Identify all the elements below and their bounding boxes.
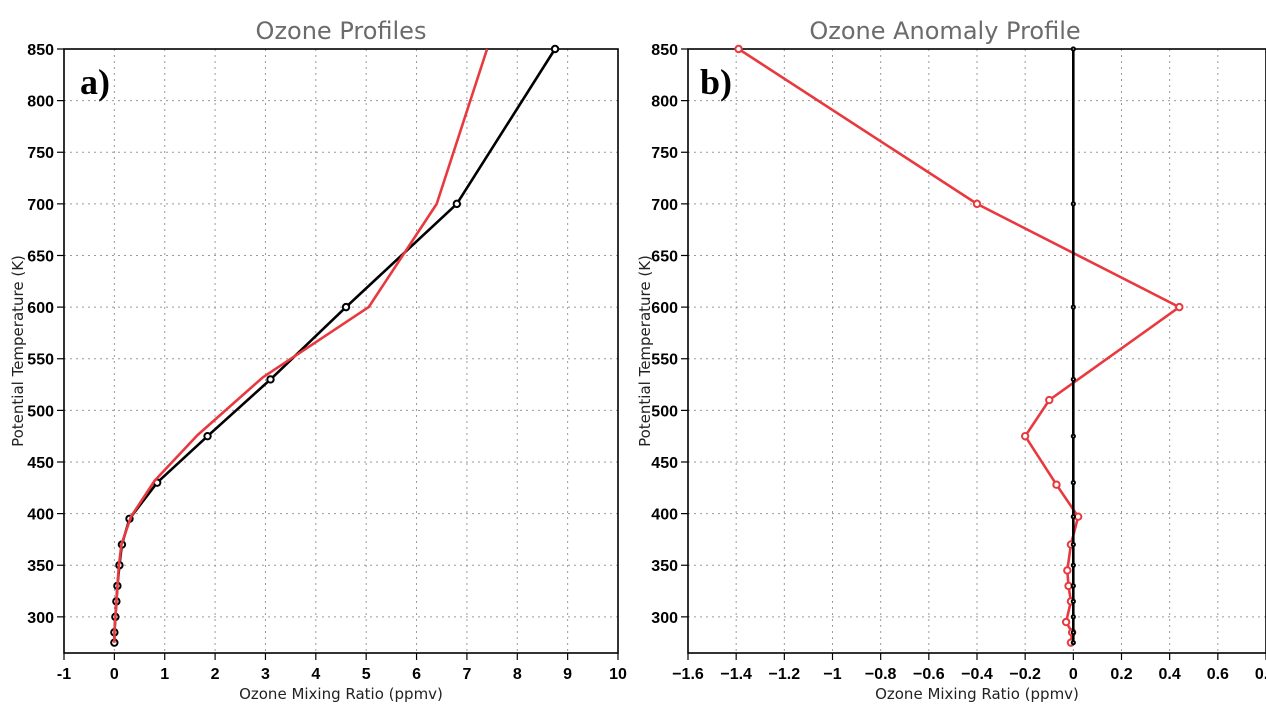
x-tick-label: 0.8 (1255, 666, 1266, 683)
series-1-point (341, 302, 351, 312)
series-1-line (113, 48, 557, 643)
y-axis-label: Potential Temperature (K) (636, 255, 654, 447)
series-1-point (266, 375, 275, 384)
y-tick-label: 650 (27, 248, 54, 265)
x-tick-label: −0.6 (913, 666, 945, 683)
x-tick-label: 6 (412, 666, 421, 683)
y-tick-label: 300 (651, 610, 678, 627)
x-tick-label: 0.6 (1207, 666, 1229, 683)
y-tick-label: 700 (651, 197, 678, 214)
y-tick-label: 800 (651, 94, 678, 111)
x-axis-label: Ozone Mixing Ratio (ppmv) (875, 685, 1079, 703)
x-tick-label: 0 (110, 666, 119, 683)
y-tick-label: 350 (651, 558, 678, 575)
x-tick-label: −1 (823, 666, 841, 683)
x-tick-label: −1.2 (769, 666, 801, 683)
series-1-point (1175, 302, 1184, 312)
x-tick-label: 7 (462, 666, 471, 683)
panel-a-chart: -1 0 1 2 3 4 5 6 7 8 9 10 300 350 400 450 500 550 600 650 70… (9, 17, 627, 703)
y-tick-label: 550 (27, 352, 54, 369)
series-1-point (734, 44, 743, 54)
y-tick-label: 550 (651, 352, 678, 369)
y-tick-label: 400 (27, 507, 54, 524)
series-2-point (1070, 562, 1076, 568)
series-2-point (1070, 614, 1076, 620)
y-tick-label: 850 (27, 42, 54, 59)
y-tick-label: 300 (27, 610, 54, 627)
y-tick-label: 600 (27, 300, 54, 317)
y-tick-label: 500 (27, 403, 54, 420)
series-1-point (550, 44, 560, 54)
y-tick-label: 350 (27, 558, 54, 575)
series-2-point (1070, 583, 1076, 589)
series-2-point (1070, 433, 1076, 439)
series-1-point (1061, 617, 1071, 627)
y-axis-label: Potential Temperature (K) (9, 255, 27, 447)
series-2-point (1070, 640, 1076, 646)
series-1-line (737, 47, 1181, 643)
panel-label: a) (80, 62, 110, 102)
x-tick-label: 9 (563, 666, 572, 683)
x-tick-label: -1 (57, 666, 71, 683)
series-2-point (1070, 598, 1076, 604)
x-tick-label: 10 (609, 666, 627, 683)
x-tick-label: −1.4 (720, 666, 752, 683)
y-tick-label: 650 (651, 248, 678, 265)
x-tick-label: 3 (261, 666, 270, 683)
x-tick-label: 1 (160, 666, 169, 683)
y-tick-label: 750 (27, 145, 54, 162)
series-2-point (1070, 514, 1076, 520)
series-2-point (1070, 201, 1076, 207)
series-2-point (1070, 46, 1076, 52)
x-tick-label: 0.4 (1159, 666, 1181, 683)
x-tick-label: −0.4 (961, 666, 993, 683)
chart-title: Ozone Profiles (256, 17, 427, 45)
y-tick-label: 600 (651, 300, 678, 317)
series-1-point (1020, 431, 1030, 441)
y-tick-label: 450 (651, 455, 678, 472)
x-tick-label: −0.8 (865, 666, 897, 683)
x-tick-label: 0 (1069, 666, 1078, 683)
series-1-point (1045, 395, 1054, 405)
series-2-point (1070, 376, 1076, 382)
y-tick-label: 400 (651, 507, 678, 524)
chart-title: Ozone Anomaly Profile (809, 17, 1080, 45)
panel-b-chart: −1.6 −1.4 −1.2 −1 −0.8 −0.6 −0.4 −0.2 0 0.2 0.4 0.6… (636, 17, 1266, 703)
x-tick-label: 0.2 (1110, 666, 1132, 683)
y-tick-label: 450 (27, 455, 54, 472)
y-tick-label: 800 (27, 94, 54, 111)
x-tick-label: −1.6 (672, 666, 704, 683)
y-tick-label: 700 (27, 197, 54, 214)
series-2-line (113, 48, 489, 643)
series-2-point (1070, 541, 1076, 548)
plot-frame (63, 48, 619, 654)
y-tick-label: 750 (651, 145, 678, 162)
panel-label: b) (700, 62, 732, 102)
series-2-point (1070, 480, 1076, 486)
series-1-point (1052, 480, 1061, 489)
x-tick-label: 4 (311, 666, 320, 683)
y-tick-label: 850 (651, 42, 678, 59)
series-1-point (452, 199, 462, 209)
y-tick-label: 500 (651, 403, 678, 420)
series-1-point (203, 431, 212, 441)
x-tick-label: 8 (513, 666, 522, 683)
series-2-point (1070, 304, 1076, 310)
series-1-point (972, 199, 982, 209)
series-1-point (1063, 566, 1072, 575)
x-tick-label: −0.2 (1009, 666, 1041, 683)
x-tick-label: 5 (362, 666, 371, 683)
x-tick-label: 2 (211, 666, 220, 683)
series-2-point (1070, 629, 1076, 635)
x-axis-label: Ozone Mixing Ratio (ppmv) (239, 685, 443, 703)
